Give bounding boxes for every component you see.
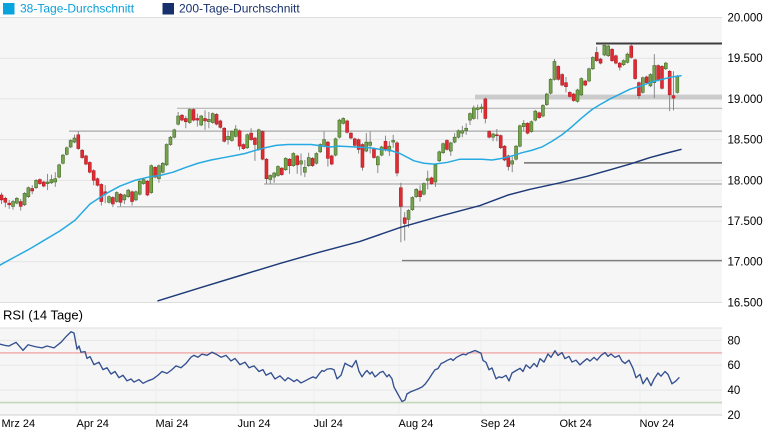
svg-text:Aug 24: Aug 24 xyxy=(399,418,434,430)
svg-text:20.000: 20.000 xyxy=(728,12,763,24)
svg-text:17.000: 17.000 xyxy=(728,257,763,269)
svg-text:Jul 24: Jul 24 xyxy=(314,418,343,430)
svg-text:38-Tage-Durchschnitt: 38-Tage-Durchschnitt xyxy=(20,2,135,16)
svg-text:20: 20 xyxy=(728,410,741,422)
svg-text:18.000: 18.000 xyxy=(728,175,763,187)
svg-text:80: 80 xyxy=(728,335,741,347)
svg-text:19.500: 19.500 xyxy=(728,53,763,65)
svg-text:Jun 24: Jun 24 xyxy=(238,418,271,430)
svg-text:Nov 24: Nov 24 xyxy=(640,418,675,430)
svg-text:Mrz 24: Mrz 24 xyxy=(2,418,36,430)
svg-text:Apr 24: Apr 24 xyxy=(77,418,109,430)
svg-text:200-Tage-Durchschnitt: 200-Tage-Durchschnitt xyxy=(179,2,300,16)
svg-text:Sep 24: Sep 24 xyxy=(481,418,516,430)
svg-text:Mai 24: Mai 24 xyxy=(156,418,189,430)
svg-text:RSI (14 Tage): RSI (14 Tage) xyxy=(3,308,83,323)
svg-text:19.000: 19.000 xyxy=(728,94,763,106)
svg-text:40: 40 xyxy=(728,385,741,397)
svg-text:18.500: 18.500 xyxy=(728,135,763,147)
svg-text:16.500: 16.500 xyxy=(728,297,763,309)
svg-text:Okt 24: Okt 24 xyxy=(560,418,592,430)
svg-text:17.500: 17.500 xyxy=(728,216,763,228)
svg-text:60: 60 xyxy=(728,360,741,372)
